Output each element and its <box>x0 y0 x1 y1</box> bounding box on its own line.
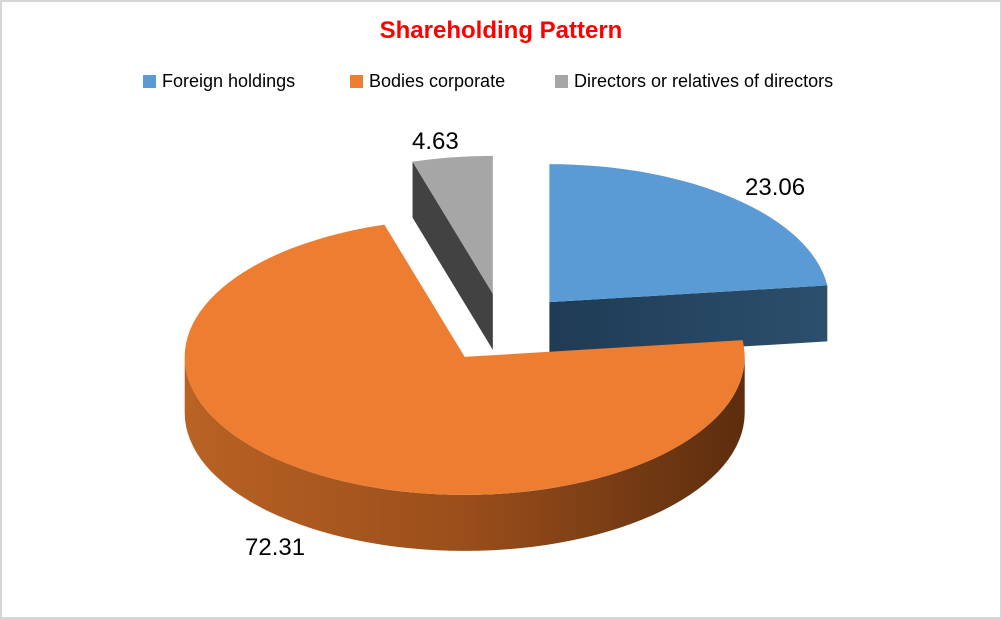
pie-slice-directors-or-relatives-of-directors[interactable] <box>412 155 493 294</box>
legend-swatch-directors-or-relatives-of-directors <box>555 74 568 88</box>
pie-slice-foreign-holdings[interactable] <box>549 164 828 303</box>
legend-swatch-foreign-holdings <box>143 74 156 88</box>
data-label-directors-or-relatives-of-directors: 4.63 <box>412 128 459 155</box>
pie-slice-cut-directors-or-relatives-of-directors <box>412 161 493 350</box>
legend-item-foreign-holdings[interactable]: Foreign holdings <box>143 72 295 90</box>
legend-label: Foreign holdings <box>162 71 296 91</box>
legend-label: Bodies corporate <box>369 71 506 91</box>
data-label-bodies-corporate: 72.31 <box>245 534 305 561</box>
chart-title: Shareholding Pattern <box>379 17 623 44</box>
pie-slice-cut-foreign-holdings <box>549 285 828 359</box>
pie-slice-rim-bodies-corporate <box>184 356 745 551</box>
legend-item-directors-or-relatives-of-directors[interactable]: Directors or relatives of directors <box>555 72 833 90</box>
legend-item-bodies-corporate[interactable]: Bodies corporate <box>350 72 505 90</box>
legend-label: Directors or relatives of directors <box>574 71 834 91</box>
legend-swatch-bodies-corporate <box>350 74 363 88</box>
data-label-foreign-holdings: 23.06 <box>745 174 805 201</box>
pie-slice-bodies-corporate[interactable] <box>184 224 745 495</box>
